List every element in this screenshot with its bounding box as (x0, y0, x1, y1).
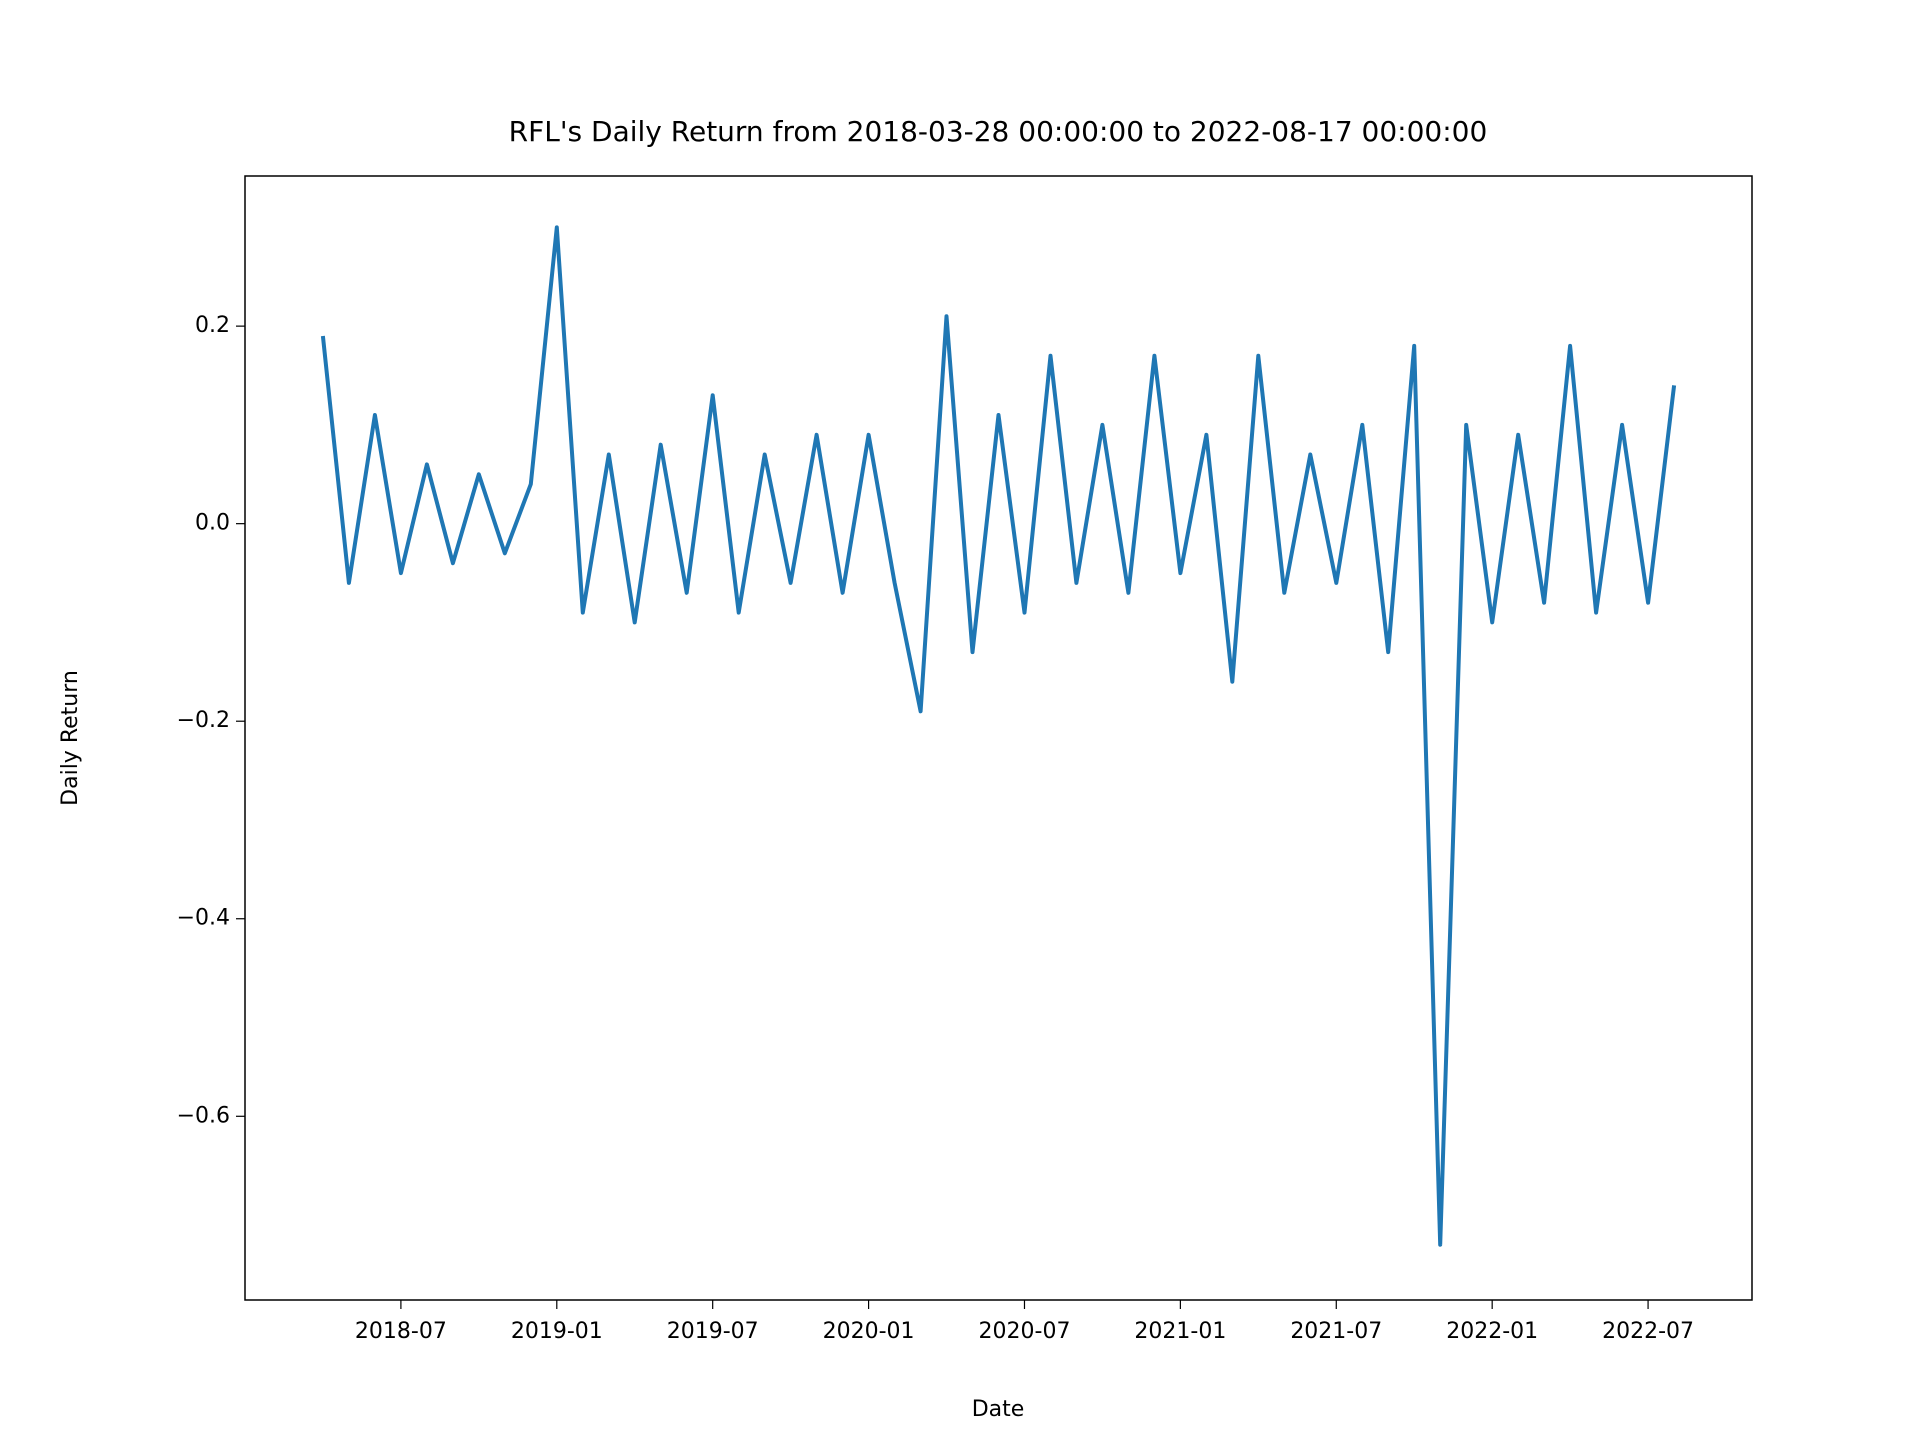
y-tick-label: 0.2 (195, 313, 230, 338)
y-tick-label: −0.6 (177, 1103, 230, 1128)
x-tick-label: 2021-01 (1134, 1319, 1226, 1344)
x-tick-label: 2022-07 (1602, 1319, 1694, 1344)
x-tick-label: 2018-07 (355, 1319, 447, 1344)
y-tick-label: 0.0 (195, 511, 230, 536)
plot-frame (244, 175, 1753, 1301)
y-axis-label: Daily Return (58, 670, 83, 806)
data-line (320, 225, 1677, 1247)
x-tick-label: 2019-01 (511, 1319, 603, 1344)
x-tick-label: 2020-01 (823, 1319, 915, 1344)
chart-title: RFL's Daily Return from 2018-03-28 00:00… (509, 115, 1488, 148)
x-tick-label: 2022-01 (1446, 1319, 1538, 1344)
y-tick-label: −0.4 (177, 906, 230, 931)
x-tick-label: 2020-07 (979, 1319, 1071, 1344)
x-tick-label: 2019-07 (667, 1319, 759, 1344)
y-tick-label: −0.2 (177, 708, 230, 733)
x-tick-label: 2021-07 (1290, 1319, 1382, 1344)
x-axis-label: Date (972, 1397, 1025, 1422)
